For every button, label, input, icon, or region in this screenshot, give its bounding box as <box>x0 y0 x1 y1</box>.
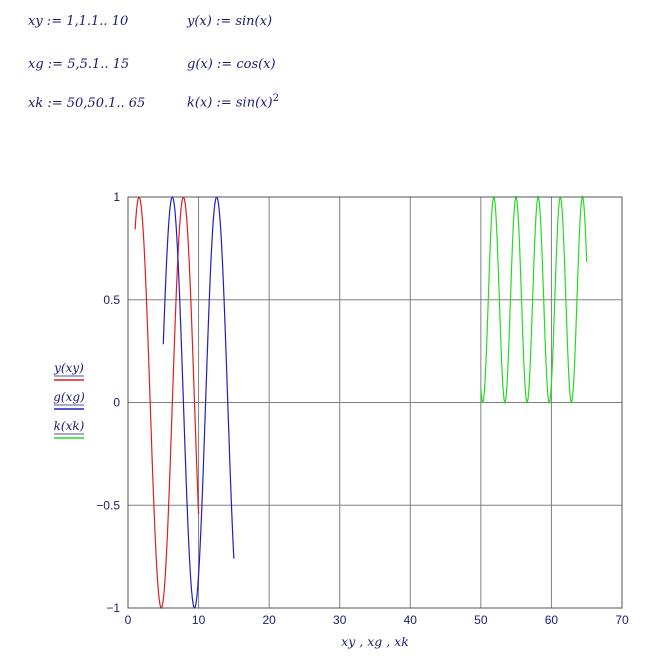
x-tick-label: 20 <box>262 613 276 627</box>
y-tick-label: −0.5 <box>96 498 120 512</box>
legend-label: g(xg) <box>53 390 85 404</box>
x-axis-label: xy , xg , xk <box>341 634 409 649</box>
x-tick-label: 60 <box>545 613 559 627</box>
y-function-definition: y(x) := sin(x) <box>187 14 273 29</box>
y-tick-label: −1 <box>106 601 120 615</box>
y-tick-label: 1 <box>113 190 120 204</box>
k-function-definition: k(x) := sin(x)2 <box>187 93 279 110</box>
legend: y(xy) g(xg) k(xk) <box>53 361 85 439</box>
g-function-definition: g(x) := cos(x) <box>187 57 276 72</box>
series-line-1 <box>134 196 200 610</box>
k-function-text: k(x) := sin(x) <box>187 95 273 111</box>
x-tick-label: 40 <box>404 613 418 627</box>
plot-series <box>134 195 588 610</box>
legend-label: y(xy) <box>53 361 84 375</box>
k-function-exponent: 2 <box>272 93 279 104</box>
x-tick-label: 70 <box>615 613 629 627</box>
x-tick-label: 10 <box>192 613 206 627</box>
x-tick-label: 0 <box>125 613 132 627</box>
axis-ticks: 0 10 20 30 40 50 60 70 1 0.5 0 −0.5 −1 <box>96 190 629 627</box>
y-tick-label: 0.5 <box>103 293 120 307</box>
legend-label: k(xk) <box>54 419 85 433</box>
series-line-3 <box>480 195 588 405</box>
xg-range-definition: xg := 5,5.1.. 15 <box>28 57 130 72</box>
y-tick-label: 0 <box>113 396 120 410</box>
series-line-2 <box>162 196 235 609</box>
x-tick-label: 30 <box>333 613 347 627</box>
plot-frame <box>127 196 623 609</box>
plot-grid <box>127 196 623 609</box>
xk-range-definition: xk := 50,50.1.. 65 <box>28 96 146 111</box>
xy-range-definition: xy := 1,1.1.. 10 <box>28 14 129 29</box>
x-tick-label: 50 <box>474 613 488 627</box>
